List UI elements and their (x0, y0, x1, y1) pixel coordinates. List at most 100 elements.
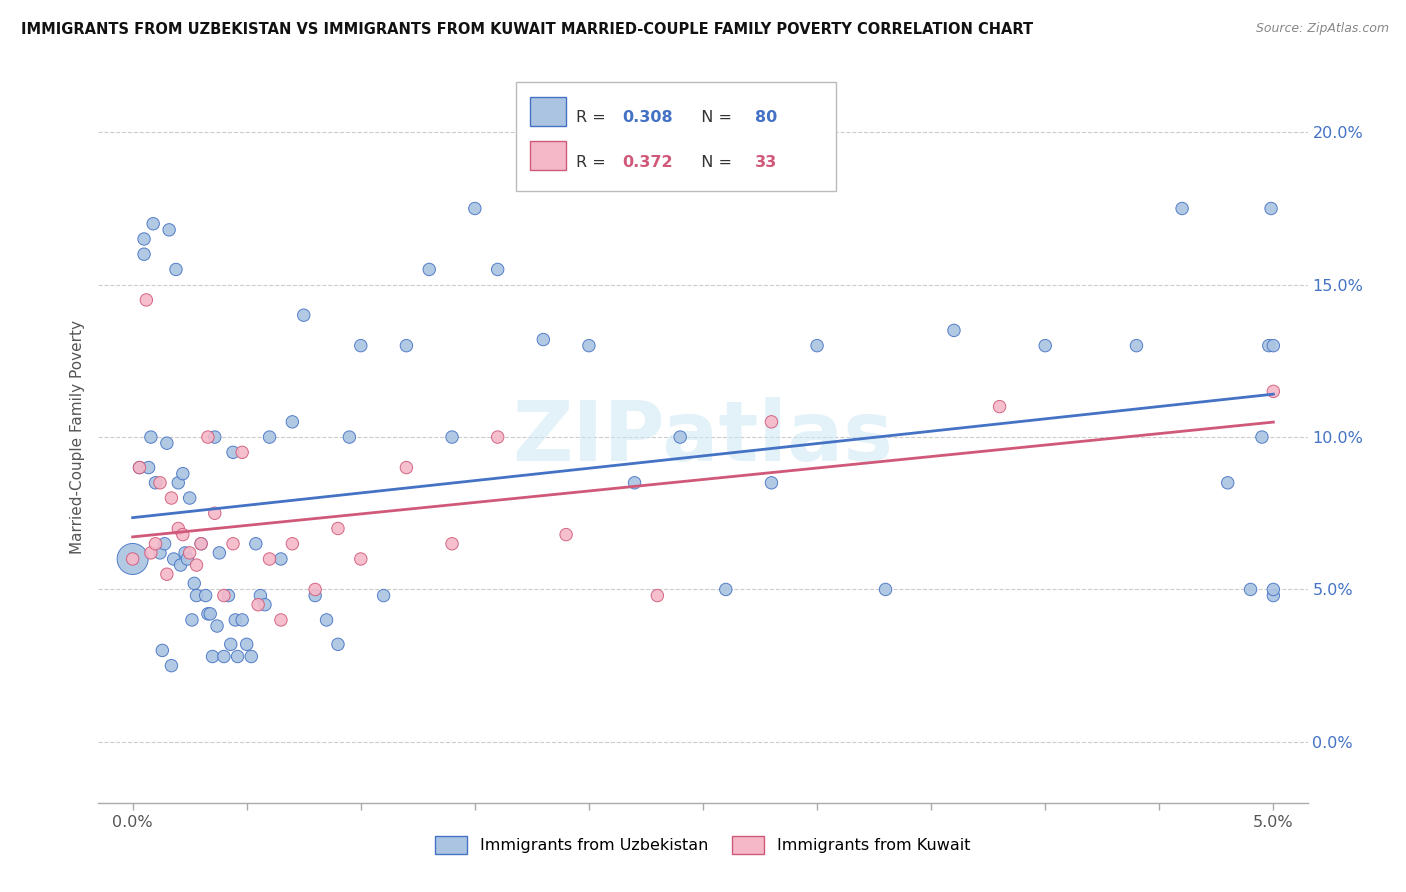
Point (418, 262, 440, 277)
Point (179, 491, 201, 505)
Point (194, 589, 217, 603)
Point (714, 582, 737, 597)
Point (326, 637, 349, 651)
Point (201, 649, 224, 664)
Point (292, 308, 315, 322)
Text: ZIPatlas: ZIPatlas (513, 397, 893, 477)
Point (1171, 202, 1194, 216)
Point (149, 475, 172, 490)
Point (304, 589, 326, 603)
Point (121, 552, 143, 566)
Point (1263, 338, 1285, 352)
Point (669, 430, 692, 444)
Point (1263, 384, 1285, 399)
Text: N =: N = (690, 110, 737, 125)
Y-axis label: Married-Couple Family Poverty: Married-Couple Family Poverty (69, 320, 84, 554)
Point (249, 589, 271, 603)
Point (578, 338, 600, 352)
Point (1263, 589, 1285, 603)
Point (875, 582, 897, 597)
Point (373, 589, 395, 603)
Text: Source: ZipAtlas.com: Source: ZipAtlas.com (1256, 22, 1389, 36)
Point (217, 589, 239, 603)
Point (197, 430, 219, 444)
Point (555, 527, 578, 541)
Point (315, 613, 337, 627)
Point (231, 445, 253, 459)
Point (176, 552, 198, 566)
Point (200, 607, 222, 621)
Point (1216, 475, 1239, 490)
Point (156, 436, 179, 450)
Text: IMMIGRANTS FROM UZBEKISTAN VS IMMIGRANTS FROM KUWAIT MARRIED-COUPLE FAMILY POVER: IMMIGRANTS FROM UZBEKISTAN VS IMMIGRANTS… (21, 22, 1033, 37)
Point (145, 475, 167, 490)
Point (174, 546, 197, 560)
Point (1033, 338, 1056, 352)
Point (190, 537, 212, 551)
Point (281, 415, 304, 429)
Bar (530, 141, 567, 170)
Point (128, 460, 150, 475)
Point (247, 598, 270, 612)
Point (167, 521, 190, 535)
Text: N =: N = (690, 155, 737, 170)
Point (208, 546, 231, 560)
Point (128, 460, 150, 475)
Text: 33: 33 (755, 155, 778, 170)
Point (167, 475, 190, 490)
Point (531, 333, 554, 347)
Point (942, 323, 965, 337)
Point (240, 649, 263, 664)
Point (235, 637, 257, 651)
Point (270, 552, 292, 566)
Point (172, 467, 194, 481)
Text: 0.372: 0.372 (621, 155, 672, 170)
Point (204, 430, 226, 444)
Point (259, 552, 281, 566)
Point (179, 546, 201, 560)
Point (988, 400, 1011, 414)
Point (132, 232, 155, 246)
Point (441, 537, 464, 551)
Point (1125, 338, 1147, 352)
Point (186, 558, 208, 573)
Point (395, 338, 418, 352)
Point (205, 619, 228, 633)
Point (212, 649, 235, 664)
Point (623, 475, 645, 490)
Point (326, 521, 349, 535)
Point (1257, 338, 1279, 352)
Point (186, 589, 208, 603)
Point (304, 582, 326, 597)
Point (761, 415, 783, 429)
Point (145, 537, 167, 551)
Point (197, 607, 219, 621)
Point (253, 598, 276, 612)
Point (219, 637, 242, 651)
Point (183, 576, 205, 591)
Point (121, 552, 143, 566)
Legend: Immigrants from Uzbekistan, Immigrants from Kuwait: Immigrants from Uzbekistan, Immigrants f… (429, 830, 977, 861)
Point (157, 223, 180, 237)
Point (212, 589, 235, 603)
Point (350, 338, 373, 352)
Point (132, 247, 155, 261)
Point (350, 552, 373, 566)
Point (165, 262, 187, 277)
Point (222, 445, 245, 459)
Bar (530, 97, 567, 126)
Point (160, 658, 183, 673)
Point (163, 552, 186, 566)
Point (142, 217, 165, 231)
Point (138, 460, 160, 475)
Point (222, 537, 245, 551)
Point (169, 558, 191, 573)
Point (464, 202, 486, 216)
Text: R =: R = (576, 110, 612, 125)
Point (181, 613, 204, 627)
Point (486, 430, 509, 444)
Text: 0.308: 0.308 (621, 110, 672, 125)
Text: 80: 80 (755, 110, 778, 125)
Point (761, 475, 783, 490)
Point (647, 589, 669, 603)
